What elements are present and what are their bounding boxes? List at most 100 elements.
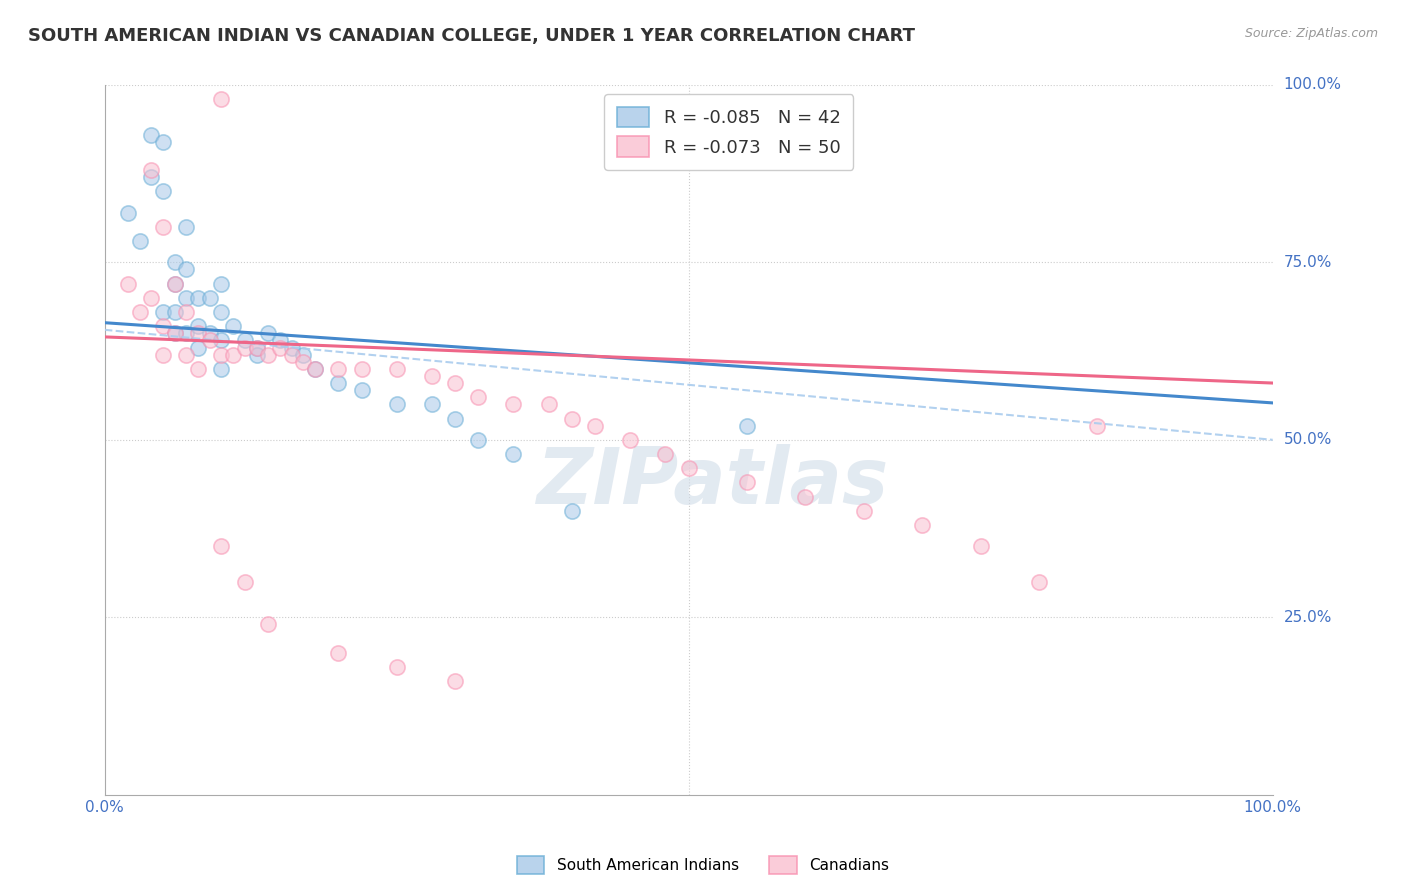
Point — [245, 348, 267, 362]
Point — [117, 277, 139, 291]
Point — [176, 305, 198, 319]
Point — [619, 433, 641, 447]
Point — [304, 362, 326, 376]
Point — [467, 433, 489, 447]
Point — [117, 205, 139, 219]
Point — [211, 92, 233, 106]
Point — [233, 334, 256, 348]
Point — [328, 362, 350, 376]
Point — [654, 447, 676, 461]
Point — [502, 397, 524, 411]
Point — [211, 334, 233, 348]
Point — [245, 341, 267, 355]
Point — [245, 341, 267, 355]
Legend: R = -0.085   N = 42, R = -0.073   N = 50: R = -0.085 N = 42, R = -0.073 N = 50 — [605, 94, 853, 170]
Point — [163, 255, 186, 269]
Point — [561, 504, 583, 518]
Point — [233, 574, 256, 589]
Point — [420, 368, 443, 383]
Text: SOUTH AMERICAN INDIAN VS CANADIAN COLLEGE, UNDER 1 YEAR CORRELATION CHART: SOUTH AMERICAN INDIAN VS CANADIAN COLLEG… — [28, 27, 915, 45]
Point — [269, 341, 291, 355]
Point — [198, 291, 221, 305]
Point — [152, 348, 174, 362]
Point — [141, 170, 163, 185]
Text: ZIPatlas: ZIPatlas — [536, 444, 889, 520]
Text: 75.0%: 75.0% — [1284, 255, 1331, 270]
Point — [280, 348, 302, 362]
Point — [969, 539, 991, 553]
Point — [222, 348, 245, 362]
Point — [152, 305, 174, 319]
Point — [152, 219, 174, 234]
Point — [794, 490, 817, 504]
Point — [304, 362, 326, 376]
Point — [211, 277, 233, 291]
Point — [1087, 418, 1109, 433]
Point — [187, 341, 209, 355]
Point — [280, 341, 302, 355]
Point — [187, 291, 209, 305]
Point — [152, 185, 174, 199]
Point — [163, 277, 186, 291]
Point — [292, 355, 315, 369]
Point — [911, 518, 934, 533]
Point — [141, 128, 163, 142]
Text: Source: ZipAtlas.com: Source: ZipAtlas.com — [1244, 27, 1378, 40]
Point — [163, 305, 186, 319]
Point — [257, 348, 280, 362]
Point — [583, 418, 606, 433]
Legend: South American Indians, Canadians: South American Indians, Canadians — [510, 850, 896, 880]
Point — [467, 390, 489, 404]
Point — [385, 660, 408, 674]
Point — [678, 461, 700, 475]
Point — [444, 376, 467, 390]
Point — [211, 348, 233, 362]
Point — [444, 411, 467, 425]
Point — [176, 326, 198, 341]
Point — [852, 504, 875, 518]
Point — [350, 362, 373, 376]
Point — [198, 326, 221, 341]
Point — [141, 163, 163, 178]
Point — [128, 234, 150, 248]
Point — [128, 305, 150, 319]
Text: 25.0%: 25.0% — [1284, 610, 1331, 624]
Point — [561, 411, 583, 425]
Point — [444, 674, 467, 689]
Point — [176, 219, 198, 234]
Point — [1028, 574, 1050, 589]
Point — [350, 383, 373, 397]
Point — [187, 319, 209, 334]
Point — [176, 348, 198, 362]
Point — [257, 617, 280, 632]
Point — [163, 326, 186, 341]
Point — [211, 305, 233, 319]
Point — [152, 319, 174, 334]
Point — [292, 348, 315, 362]
Point — [328, 376, 350, 390]
Point — [187, 326, 209, 341]
Point — [187, 362, 209, 376]
Point — [328, 646, 350, 660]
Point — [222, 319, 245, 334]
Point — [198, 334, 221, 348]
Point — [537, 397, 560, 411]
Point — [735, 418, 758, 433]
Point — [163, 326, 186, 341]
Point — [211, 362, 233, 376]
Point — [233, 341, 256, 355]
Point — [163, 277, 186, 291]
Text: 100.0%: 100.0% — [1284, 78, 1341, 93]
Point — [385, 362, 408, 376]
Point — [176, 291, 198, 305]
Point — [141, 291, 163, 305]
Point — [420, 397, 443, 411]
Point — [269, 334, 291, 348]
Point — [385, 397, 408, 411]
Point — [502, 447, 524, 461]
Point — [257, 326, 280, 341]
Point — [176, 262, 198, 277]
Text: 50.0%: 50.0% — [1284, 433, 1331, 447]
Point — [152, 135, 174, 149]
Point — [735, 475, 758, 490]
